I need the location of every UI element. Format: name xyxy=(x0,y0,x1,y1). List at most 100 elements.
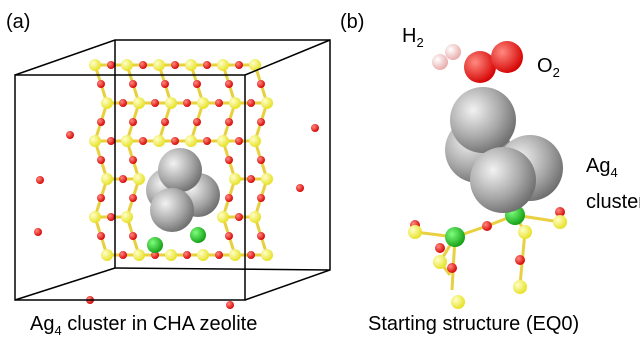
atom xyxy=(435,243,445,253)
atom xyxy=(89,211,101,223)
atom xyxy=(151,99,159,107)
atom xyxy=(311,124,319,132)
atom xyxy=(133,173,145,185)
atom xyxy=(203,137,211,145)
atom xyxy=(97,156,105,164)
atom xyxy=(247,175,255,183)
atom xyxy=(119,251,127,259)
atom xyxy=(217,211,229,223)
atom xyxy=(447,263,457,273)
atom xyxy=(121,59,133,71)
atom xyxy=(190,227,206,243)
atom xyxy=(119,99,127,107)
atom xyxy=(518,225,532,239)
atom xyxy=(133,97,145,109)
atom xyxy=(225,80,233,88)
atom xyxy=(229,97,241,109)
atom xyxy=(235,61,243,69)
atom xyxy=(482,221,492,231)
atom xyxy=(225,232,233,240)
caption: Ag4 cluster in CHA zeolite xyxy=(30,313,257,337)
atom xyxy=(101,97,113,109)
atom xyxy=(225,194,233,202)
atom xyxy=(215,99,223,107)
atom xyxy=(97,194,105,202)
atom xyxy=(249,211,261,223)
atom xyxy=(89,59,101,71)
atom xyxy=(261,97,273,109)
atom xyxy=(129,194,137,202)
atom xyxy=(97,80,105,88)
atom xyxy=(197,97,209,109)
atom xyxy=(66,131,74,139)
o2-label: O2 xyxy=(537,55,560,80)
atom xyxy=(408,225,422,239)
atom xyxy=(129,156,137,164)
atom xyxy=(193,118,201,126)
atom xyxy=(217,59,229,71)
molecules xyxy=(432,41,523,83)
atom xyxy=(257,80,265,88)
atom xyxy=(183,251,191,259)
atom xyxy=(553,215,567,229)
atom xyxy=(153,135,165,147)
atom xyxy=(203,61,211,69)
atom xyxy=(89,135,101,147)
cluster-label: Ag4 xyxy=(586,155,618,180)
atom xyxy=(229,249,241,261)
atom xyxy=(433,255,447,269)
atom xyxy=(129,118,137,126)
atom xyxy=(247,99,255,107)
atom xyxy=(101,173,113,185)
atom xyxy=(515,255,525,265)
caption: Starting structure (EQ0) xyxy=(368,313,579,335)
atom xyxy=(235,137,243,145)
figure: (a) (b) H2 O2 Ag4 cluster Ag4 cluster in… xyxy=(0,0,640,337)
atom xyxy=(129,232,137,240)
atom xyxy=(129,80,137,88)
atom xyxy=(193,80,201,88)
atom xyxy=(121,211,133,223)
atom xyxy=(165,249,177,261)
atom xyxy=(451,295,465,309)
atom xyxy=(185,135,197,147)
atom xyxy=(34,228,42,236)
atom xyxy=(97,232,105,240)
atom xyxy=(235,213,243,221)
atom xyxy=(217,135,229,147)
atom xyxy=(257,232,265,240)
atom xyxy=(215,251,223,259)
atom xyxy=(107,213,115,221)
atom xyxy=(257,194,265,202)
atom xyxy=(139,61,147,69)
atom xyxy=(185,59,197,71)
atom xyxy=(296,184,304,192)
atom xyxy=(247,251,255,259)
atom xyxy=(107,61,115,69)
atom xyxy=(171,137,179,145)
atom xyxy=(225,156,233,164)
atom xyxy=(119,175,127,183)
atom xyxy=(261,173,273,185)
atom xyxy=(107,137,115,145)
atom xyxy=(226,301,234,309)
atom xyxy=(445,227,465,247)
ag-cluster xyxy=(146,87,563,232)
panel-label: (a) xyxy=(6,11,30,33)
h2-label: H2 xyxy=(402,25,424,50)
atom xyxy=(133,249,145,261)
atom xyxy=(261,249,273,261)
atom xyxy=(171,61,179,69)
panel-label: (b) xyxy=(340,11,364,33)
atom xyxy=(161,118,169,126)
atom xyxy=(147,237,163,253)
atom xyxy=(257,118,265,126)
atom xyxy=(229,173,241,185)
atom xyxy=(197,249,209,261)
atom xyxy=(257,156,265,164)
atom xyxy=(97,118,105,126)
atom xyxy=(165,97,177,109)
cluster-label: cluster xyxy=(586,191,640,213)
atom xyxy=(153,59,165,71)
atom xyxy=(249,135,261,147)
